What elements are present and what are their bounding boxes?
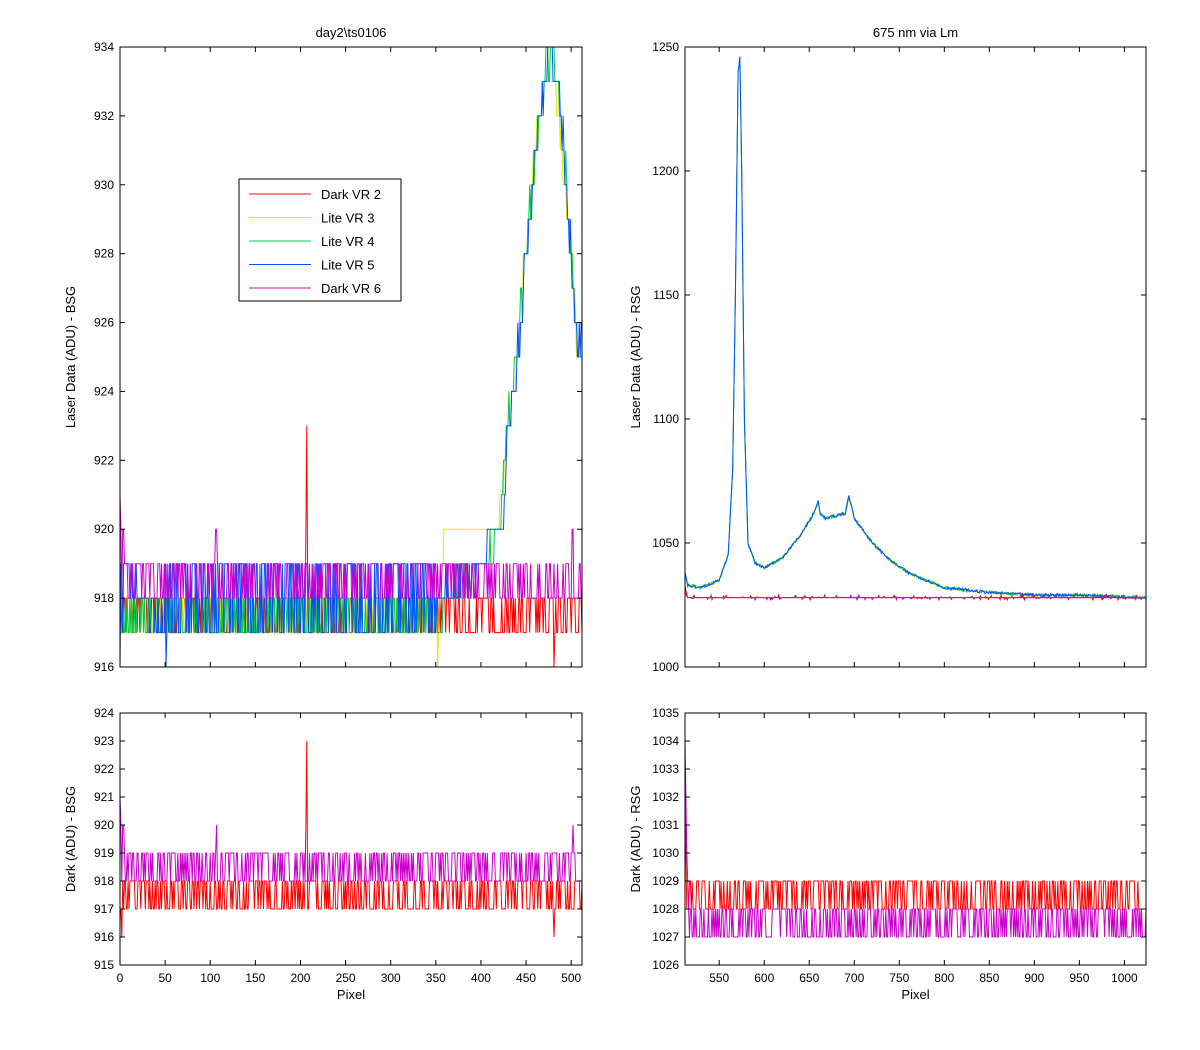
chart-title: day2\ts0106 (316, 25, 387, 40)
x-tick-label: 200 (290, 971, 310, 985)
legend-entry: Lite VR 5 (321, 258, 374, 273)
x-tick-label: 350 (426, 971, 446, 985)
y-tick-label: 1000 (652, 660, 679, 674)
x-tick-label: 400 (471, 971, 491, 985)
x-tick-label: 500 (561, 971, 581, 985)
y-tick-label: 1034 (652, 734, 679, 748)
x-tick-label: 300 (381, 971, 401, 985)
plot-area (120, 47, 582, 667)
x-tick-label: 100 (200, 971, 220, 985)
x-tick-label: 950 (1069, 971, 1089, 985)
series-line-4 (120, 494, 582, 599)
x-axis-label: Pixel (901, 987, 929, 1002)
y-tick-label: 915 (94, 958, 114, 972)
series-line-1 (685, 740, 1146, 938)
x-tick-label: 0 (117, 971, 124, 985)
x-tick-label: 850 (979, 971, 999, 985)
series-line-0 (685, 59, 1146, 600)
x-tick-label: 250 (336, 971, 356, 985)
series-line-2 (120, 47, 582, 634)
chart-bottom_left: 915 916 917 918 919 920 921 922 923 924 0 50 100 150 2… (63, 706, 583, 1002)
y-tick-label: 1033 (652, 762, 679, 776)
chart-bottom_right: 1026 1027 1028 1029 1030 1031 1032 1033 1034 1035… (628, 706, 1147, 1002)
axes-frame (119, 46, 583, 668)
series-line-0 (685, 796, 1146, 910)
x-tick-label: 900 (1024, 971, 1044, 985)
x-tick-label: 650 (799, 971, 819, 985)
y-tick-label: 918 (94, 591, 114, 605)
y-tick-label: 926 (94, 316, 114, 330)
legend: Dark VR 2 Lite VR 3 Lite VR 4 Lite VR 5 Dark… (238, 178, 402, 302)
y-tick-label: 1031 (652, 818, 679, 832)
y-tick-label: 928 (94, 247, 114, 261)
y-tick-label: 934 (94, 40, 114, 54)
series-line-4 (685, 592, 1146, 602)
y-tick-label: 1027 (652, 930, 679, 944)
y-tick-label: 1035 (652, 706, 679, 720)
x-tick-label: 150 (245, 971, 265, 985)
y-tick-label: 919 (94, 846, 114, 860)
chart-top_right: 1000 1050 1100 1150 1200 1250 675 nm via Lm Las… (628, 25, 1147, 674)
series-line-2 (685, 56, 1146, 600)
y-tick-label: 1150 (653, 288, 679, 302)
series-line-1 (685, 56, 1146, 600)
legend-entry: Dark VR 2 (321, 187, 381, 202)
x-tick-label: 750 (889, 971, 909, 985)
x-tick-label: 700 (844, 971, 864, 985)
y-tick-label: 922 (94, 453, 114, 467)
x-tick-label: 450 (516, 971, 536, 985)
y-tick-label: 924 (94, 706, 114, 720)
y-tick-label: 924 (94, 384, 114, 398)
axes-frame (119, 712, 583, 966)
plot-area (120, 740, 582, 938)
x-tick-label: 50 (158, 971, 172, 985)
chart-top_left: 916 918 920 922 924 926 928 930 932 934 day2\ts010… (63, 25, 583, 674)
y-tick-label: 921 (94, 790, 114, 804)
legend-entry: Lite VR 3 (321, 211, 374, 226)
y-tick-label: 920 (94, 522, 114, 536)
y-tick-label: 1030 (652, 846, 679, 860)
y-tick-label: 916 (94, 930, 114, 944)
y-tick-label: 1200 (652, 164, 679, 178)
plot-area (685, 740, 1146, 938)
x-axis-label: Pixel (337, 987, 365, 1002)
y-axis-label: Dark (ADU) - BSG (63, 786, 78, 892)
y-tick-label: 917 (94, 902, 114, 916)
y-tick-label: 930 (94, 178, 114, 192)
chart-title: 675 nm via Lm (873, 25, 958, 40)
y-tick-label: 1250 (652, 40, 679, 54)
y-tick-label: 922 (94, 762, 114, 776)
y-tick-label: 1032 (652, 790, 679, 804)
y-tick-label: 1028 (652, 902, 679, 916)
y-tick-label: 920 (94, 818, 114, 832)
y-axis-label: Laser Data (ADU) - RSG (628, 285, 643, 428)
axes-frame (684, 46, 1147, 668)
legend-box (238, 178, 402, 302)
series-line-1 (120, 796, 582, 882)
y-tick-label: 918 (94, 874, 114, 888)
y-tick-label: 932 (94, 109, 114, 123)
y-axis-label: Laser Data (ADU) - BSG (63, 286, 78, 428)
legend-entry: Lite VR 4 (321, 234, 374, 249)
x-tick-label: 1000 (1111, 971, 1138, 985)
y-tick-label: 1050 (652, 536, 679, 550)
y-tick-label: 916 (94, 660, 114, 674)
y-tick-label: 1029 (652, 874, 679, 888)
y-axis-label: Dark (ADU) - RSG (628, 786, 643, 893)
y-tick-label: 1100 (653, 412, 679, 426)
axes-frame (684, 712, 1147, 966)
x-tick-label: 600 (754, 971, 774, 985)
series-line-0 (120, 740, 582, 938)
y-tick-label: 1026 (652, 958, 679, 972)
legend-entry: Dark VR 6 (321, 281, 381, 296)
y-tick-label: 923 (94, 734, 114, 748)
x-tick-label: 550 (709, 971, 729, 985)
plot-area (685, 56, 1146, 602)
x-tick-label: 800 (934, 971, 954, 985)
